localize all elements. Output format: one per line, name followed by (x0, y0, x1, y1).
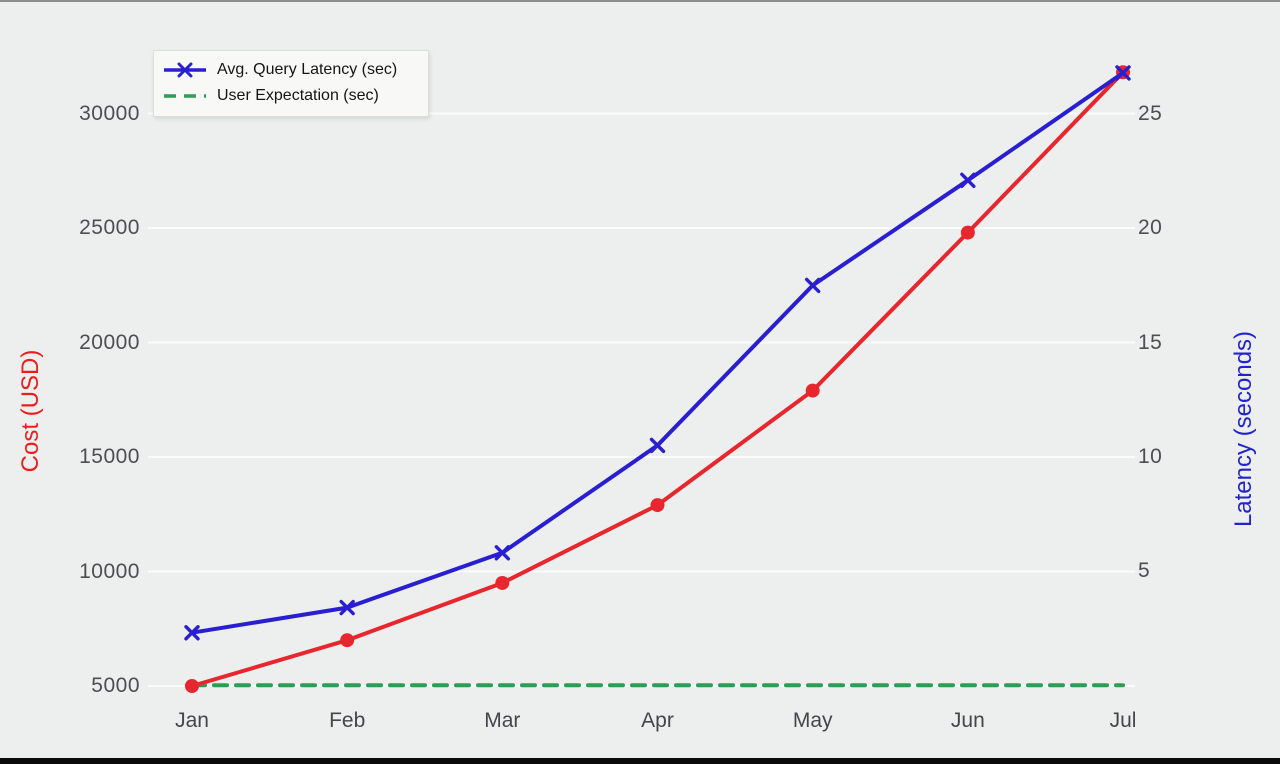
legend-solid-line-x-icon (164, 62, 206, 78)
legend-item-avg-query-latency: Avg. Query Latency (sec) (162, 57, 420, 83)
cost-data-point (495, 575, 510, 590)
left-axis-title: Cost (USD) (17, 349, 44, 473)
legend-dashed-line-icon (164, 94, 206, 98)
latency-data-point (960, 172, 976, 189)
cost-data-point (340, 633, 355, 648)
letterbox-top-bar (0, 0, 1280, 2)
cost-data-point (650, 498, 665, 513)
legend-label-user-expectation: User Expectation (sec) (217, 87, 379, 104)
letterbox-bottom-bar (0, 758, 1280, 764)
series-line-cost-usd- (190, 70, 1125, 688)
legend-label-avg-query-latency: Avg. Query Latency (sec) (217, 61, 398, 78)
latency-data-point (649, 437, 666, 454)
cost-data-point (960, 225, 975, 240)
latency-data-point (804, 277, 821, 294)
cost-data-point (805, 383, 820, 398)
legend: Avg. Query Latency (sec) User Expectatio… (153, 50, 429, 117)
latency-data-point (1115, 65, 1131, 81)
legend-item-user-expectation: User Expectation (sec) (162, 83, 420, 109)
latency-data-point (184, 625, 200, 641)
right-axis-title: Latency (seconds) (1230, 330, 1257, 528)
series-line-avg-query-latency-sec- (190, 70, 1125, 635)
latency-data-point (494, 545, 511, 561)
latency-data-point (339, 599, 355, 616)
cost-data-point (185, 679, 199, 693)
